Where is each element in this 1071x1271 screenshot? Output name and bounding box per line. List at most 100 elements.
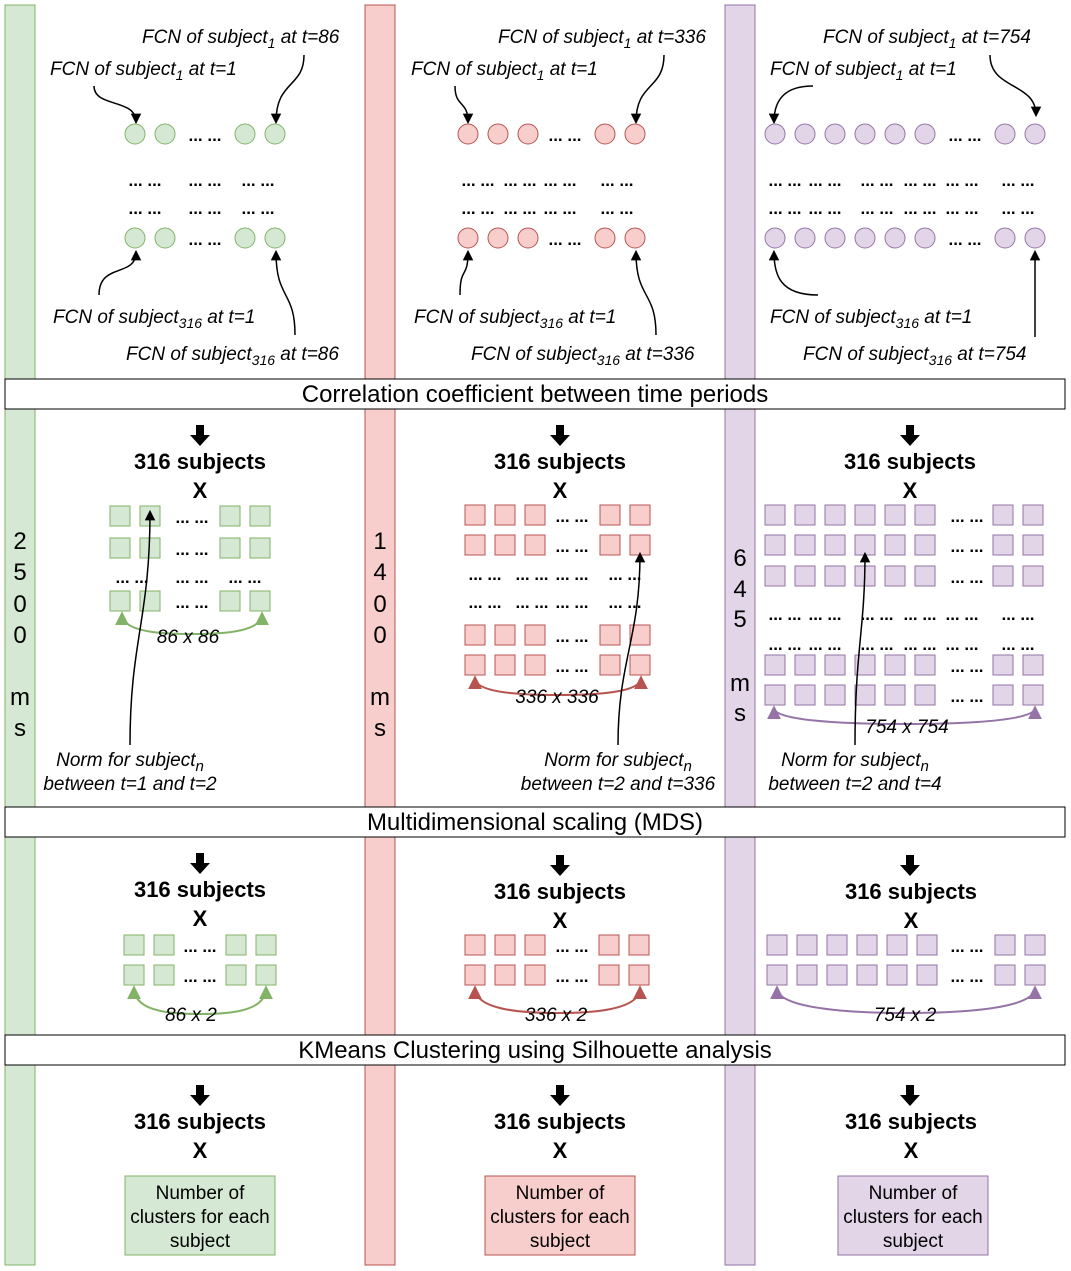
matrix-cell	[598, 934, 620, 956]
matrix-cell	[599, 624, 621, 646]
subjects-header: 316 subjects	[845, 879, 977, 904]
ellipsis: ... ...	[948, 126, 981, 145]
matrix-cell	[914, 654, 936, 676]
matrix-cell	[826, 934, 848, 956]
fcn-node	[624, 123, 646, 145]
matrix-cell	[992, 684, 1014, 706]
fcn-node	[884, 123, 906, 145]
ellipsis: ... ...	[903, 635, 936, 654]
norm-label-line1: Norm for subjectn	[781, 750, 929, 775]
arrow	[617, 551, 646, 746]
fcn-label-purple-top-left: FCN of subject1 at t=1	[770, 59, 957, 83]
bar-label-red: 1 4 0 0 m s	[370, 528, 390, 742]
matrix-cell	[1024, 934, 1046, 956]
result-box-purple	[837, 1175, 989, 1256]
ellipsis: ... ...	[555, 565, 588, 584]
matrix-cell	[764, 684, 786, 706]
ellipsis: ... ...	[768, 171, 801, 190]
ellipsis: ... ...	[515, 593, 548, 612]
down-arrow	[190, 425, 210, 446]
fcn-label-green-bottom-right: FCN of subject316 at t=86	[126, 344, 339, 368]
ellipsis: ... ...	[950, 687, 983, 706]
matrix-cell	[796, 964, 818, 986]
ellipsis: ... ...	[768, 635, 801, 654]
arrow	[270, 54, 305, 125]
ellipsis: ... ...	[128, 199, 161, 218]
dimension-arc	[115, 611, 269, 635]
fcn-node	[994, 123, 1016, 145]
matrix-cell	[219, 537, 241, 559]
matrix-cell	[994, 934, 1016, 956]
fcn-node	[154, 123, 176, 145]
matrix-cell	[249, 537, 271, 559]
result-line: subject	[883, 1231, 944, 1252]
x-mark: X	[553, 478, 568, 503]
matrix-cell	[494, 504, 516, 526]
fcn-node	[824, 227, 846, 249]
matrix-cell	[109, 537, 131, 559]
fcn-node	[794, 227, 816, 249]
matrix-cell	[249, 505, 271, 527]
matrix-cell	[854, 654, 876, 676]
matrix-cell	[764, 504, 786, 526]
ellipsis: ... ...	[608, 565, 641, 584]
ellipsis: ... ...	[600, 171, 633, 190]
ellipsis: ... ...	[503, 171, 536, 190]
fcn-node	[594, 123, 616, 145]
matrix-cell	[464, 654, 486, 676]
fcn-node	[624, 227, 646, 249]
dimension-labels: 86 x 86 336 x 336 754 x 754 86 x 2 336 x…	[157, 627, 949, 1026]
bar-label-char: 2	[13, 528, 26, 555]
ellipsis: ... ...	[555, 593, 588, 612]
matrix-cell	[886, 934, 908, 956]
matrix-cell	[123, 964, 145, 986]
norm-arrows	[129, 509, 871, 746]
ellipsis: ... ...	[468, 565, 501, 584]
matrix-cell	[109, 505, 131, 527]
ellipsis: ... ...	[461, 199, 494, 218]
matrix-cell	[524, 654, 546, 676]
down-arrow	[900, 855, 920, 876]
ellipsis: ... ...	[115, 568, 148, 587]
norm-label-line2: between t=2 and t=4	[768, 774, 941, 795]
corr-dim-label: 336 x 336	[515, 687, 599, 708]
bar-label-char: m	[10, 684, 30, 711]
result-box-green	[124, 1175, 276, 1256]
matrix-cell	[1022, 654, 1044, 676]
ellipsis: ... ...	[950, 537, 983, 556]
ellipsis: ... ...	[543, 171, 576, 190]
fcn-label-green-top-left: FCN of subject1 at t=1	[50, 59, 237, 83]
matrix-cell	[794, 654, 816, 676]
fcn-label-red-bottom-left: FCN of subject316 at t=1	[414, 307, 616, 331]
x-mark: X	[553, 1138, 568, 1163]
fcn-node	[594, 227, 616, 249]
result-line: clusters for each	[490, 1207, 629, 1228]
ellipsis: ... ...	[548, 230, 581, 249]
matrix-cell	[524, 504, 546, 526]
matrix-cell	[255, 934, 277, 956]
matrix-cell	[629, 624, 651, 646]
norm-label-line1: Norm for subjectn	[544, 750, 692, 775]
ellipsis: ... ...	[468, 593, 501, 612]
fcn-node	[1024, 123, 1046, 145]
fcn-node	[914, 123, 936, 145]
x-mark: X	[904, 908, 919, 933]
ellipsis: ... ...	[945, 171, 978, 190]
matrix-cell	[524, 624, 546, 646]
down-arrow	[550, 1085, 570, 1106]
matrix-cell	[914, 684, 936, 706]
subjects-header: 316 subjects	[494, 449, 626, 474]
ellipsis: ... ...	[860, 635, 893, 654]
matrix-cell	[884, 504, 906, 526]
result-boxes: Number of clusters for each subject Numb…	[124, 1175, 989, 1256]
matrix-cell	[153, 964, 175, 986]
matrix-cell	[824, 534, 846, 556]
matrix-cell	[854, 504, 876, 526]
fcn-node	[124, 123, 146, 145]
ellipsis: ... ...	[461, 171, 494, 190]
fcn-node	[764, 227, 786, 249]
fcn-node	[264, 227, 286, 249]
ellipsis: ... ...	[860, 171, 893, 190]
banner-kmeans-text: KMeans Clustering using Silhouette analy…	[298, 1037, 772, 1064]
matrix-cell	[824, 504, 846, 526]
